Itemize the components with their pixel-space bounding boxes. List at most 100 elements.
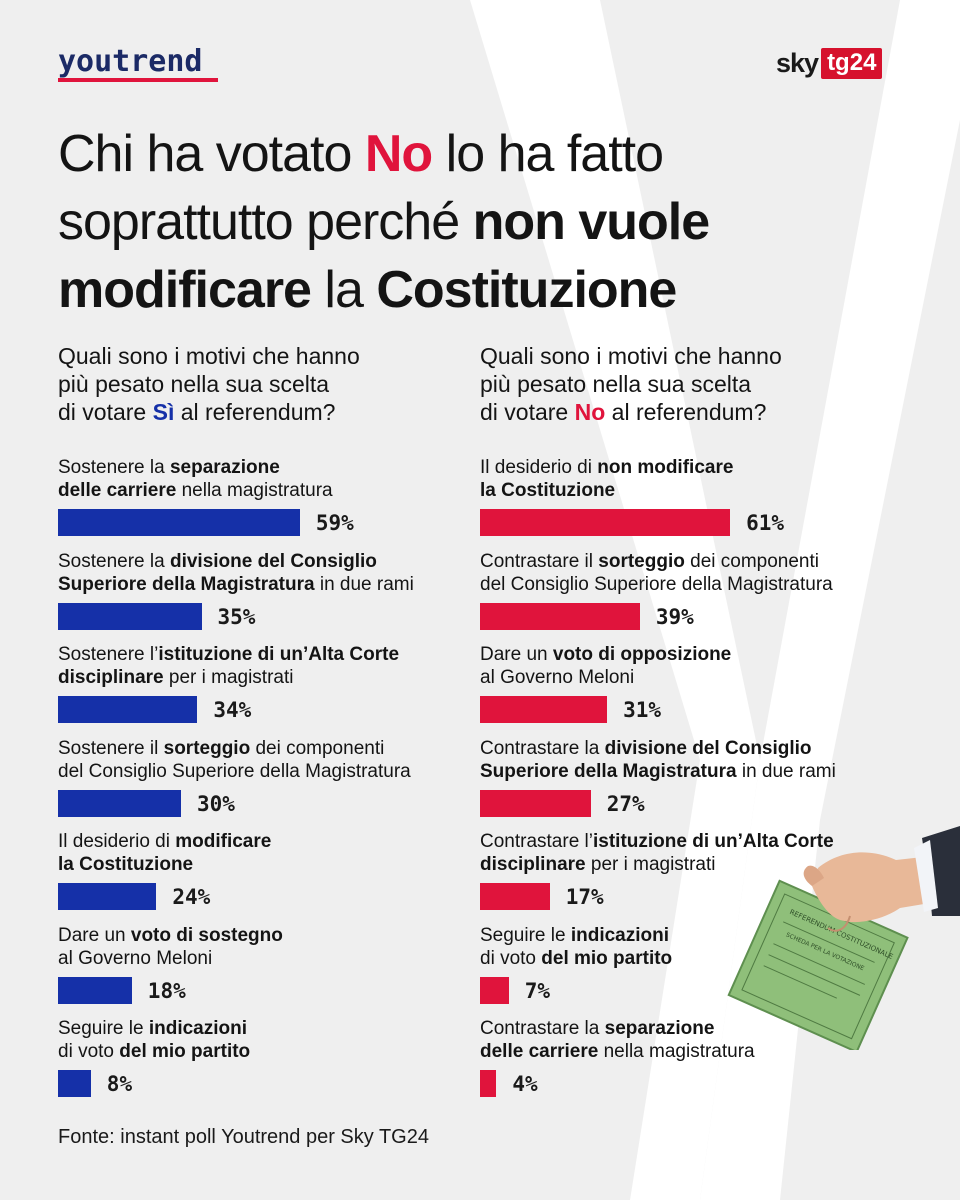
category-label-segment: Superiore della Magistratura xyxy=(480,760,737,782)
category-label-segment: modificare xyxy=(175,831,272,852)
value-label: 59% xyxy=(315,511,354,535)
category-label-segment: del Consiglio Superiore della Magistratu… xyxy=(480,573,833,595)
value-label: 39% xyxy=(655,604,694,629)
category-label-segment: nella magistratura xyxy=(598,1041,755,1062)
question-no: Quali sono i motivi che hanno più pesato… xyxy=(480,343,782,425)
category-label-segment: del Consiglio Superiore della Magistratu… xyxy=(58,760,411,782)
bar-item-no: Contrastare la divisione del Consiglio Su… xyxy=(480,737,900,818)
bar-row: 24% xyxy=(58,883,478,911)
hand xyxy=(803,852,936,932)
category-label-segment: disciplinare xyxy=(480,854,586,875)
bar-item-no: Contrastare il sorteggio dei componenti d… xyxy=(480,550,900,631)
category-label-segment: la Costituzione xyxy=(58,854,194,875)
bar-item-si: Sostenere il sorteggio dei componenti del… xyxy=(58,737,478,818)
bar-item-no: Contrastare la separazione delle carriere… xyxy=(480,1017,900,1098)
category-label-segment: indicazioni xyxy=(570,924,670,946)
category-label-segment: divisione del Consiglio xyxy=(169,550,377,572)
bar-no xyxy=(480,976,509,1004)
category-label: Contrastare la divisione del Consiglio Su… xyxy=(480,737,900,783)
category-label-segment: la Costituzione xyxy=(480,480,616,501)
category-label: Seguire le indicazioni di voto del mio pa… xyxy=(480,924,900,970)
value-label: 30% xyxy=(197,791,235,816)
category-label-segment: sorteggio xyxy=(598,550,685,572)
category-label-segment: Il desiderio di xyxy=(58,831,176,852)
bar-item-no: Dare un voto di opposizione al Governo Me… xyxy=(480,643,900,724)
category-label-segment: Il desiderio di xyxy=(480,457,598,478)
bar-si xyxy=(58,1070,91,1097)
category-label-segment: di voto xyxy=(480,947,542,969)
category-label-segment: disciplinare xyxy=(58,667,164,688)
category-label-segment: Seguire le xyxy=(480,924,571,946)
value-label: 27% xyxy=(606,791,645,816)
bar-row: 17% xyxy=(480,883,900,911)
bar-no xyxy=(480,1070,497,1097)
bar-item-no: Seguire le indicazioni di voto del mio pa… xyxy=(480,924,900,1005)
bar-row: 34% xyxy=(58,696,478,724)
bar-item-no: Il desiderio di non modificare la Costitu… xyxy=(480,456,900,537)
category-label-segment: Sostenere la xyxy=(58,550,170,572)
category-label-segment: di voto xyxy=(58,1041,120,1062)
value-label: 17% xyxy=(565,885,604,909)
category-label-segment: Dare un xyxy=(58,924,131,946)
category-label-segment: nella magistratura xyxy=(176,480,333,501)
bar-item-no: Contrastare l’istituzione di un’Alta Cor… xyxy=(480,830,900,911)
category-label-segment: separazione xyxy=(169,457,280,478)
bar-si xyxy=(58,602,202,630)
category-label-segment: istituzione di un’Alta Corte xyxy=(158,644,400,665)
value-label: 18% xyxy=(147,978,186,1003)
bar-no xyxy=(480,602,640,630)
category-label-segment: divisione del Consiglio xyxy=(604,737,812,759)
category-label: Sostenere la separazione delle carriere n… xyxy=(58,456,478,502)
category-label: Contrastare il sorteggio dei componenti d… xyxy=(480,550,900,596)
bar-row: 59% xyxy=(58,509,478,537)
category-label-segment: dei componenti xyxy=(250,737,385,759)
bar-item-si: Sostenere la divisione del Consiglio Supe… xyxy=(58,550,478,631)
category-label: Il desiderio di non modificare la Costitu… xyxy=(480,456,900,502)
value-label: 31% xyxy=(623,698,662,722)
category-label-segment: al Governo Meloni xyxy=(58,947,213,969)
bar-row: 35% xyxy=(58,602,478,631)
bar-item-si: Dare un voto di sostegno al Governo Melon… xyxy=(58,924,478,1005)
category-label-segment: dei componenti xyxy=(684,550,819,572)
category-label: Il desiderio di modificare la Costituzion… xyxy=(58,830,478,876)
category-label-segment: Dare un xyxy=(480,644,553,665)
category-label-segment: Contrastare il xyxy=(480,550,599,572)
value-label: 24% xyxy=(172,885,211,909)
bar-no xyxy=(480,696,608,723)
bar-row: 7% xyxy=(480,976,900,1005)
category-label-segment: delle carriere xyxy=(58,480,177,501)
bar-item-si: Il desiderio di modificare la Costituzion… xyxy=(58,830,478,911)
youtrend-logo-underline xyxy=(58,78,218,82)
source-note: Fonte: instant poll Youtrend per Sky TG2… xyxy=(58,1126,429,1148)
category-label: Seguire le indicazioni di voto del mio pa… xyxy=(58,1017,478,1063)
category-label-segment: Superiore della Magistratura xyxy=(58,573,315,595)
bar-item-si: Sostenere l’istituzione di un’Alta Corte… xyxy=(58,643,478,724)
category-label-segment: per i magistrati xyxy=(163,667,294,688)
category-label-segment: in due rami xyxy=(314,573,414,595)
value-label: 4% xyxy=(512,1072,538,1096)
category-label: Sostenere l’istituzione di un’Alta Corte… xyxy=(58,643,478,689)
category-label-segment: istituzione di un’Alta Corte xyxy=(593,831,834,852)
category-label: Sostenere la divisione del Consiglio Supe… xyxy=(58,550,478,596)
bar-si xyxy=(58,976,132,1004)
bar-no xyxy=(480,509,731,536)
category-label-segment: delle carriere xyxy=(480,1041,599,1062)
page-title: Chi ha votato No lo ha fatto soprattutto… xyxy=(58,125,710,319)
bar-row: 61% xyxy=(480,509,900,537)
value-label: 8% xyxy=(106,1072,133,1096)
category-label-segment: Seguire le xyxy=(58,1018,149,1039)
question-si: Quali sono i motivi che hanno più pesato… xyxy=(58,343,360,425)
category-label-segment: del mio partito xyxy=(119,1041,251,1062)
category-label-segment: in due rami xyxy=(736,760,836,782)
bar-si xyxy=(58,696,198,723)
value-label: 35% xyxy=(217,604,256,629)
category-label-segment: Contrastare l’ xyxy=(480,831,593,852)
sky-tg24-logo: sky tg24 xyxy=(776,47,883,79)
category-label: Dare un voto di sostegno al Governo Melon… xyxy=(58,924,478,970)
bar-item-si: Sostenere la separazione delle carriere n… xyxy=(58,456,478,537)
category-label-segment: per i magistrati xyxy=(585,854,716,875)
suit-sleeve xyxy=(914,826,960,916)
bar-row: 18% xyxy=(58,976,478,1005)
bar-si xyxy=(58,883,157,910)
